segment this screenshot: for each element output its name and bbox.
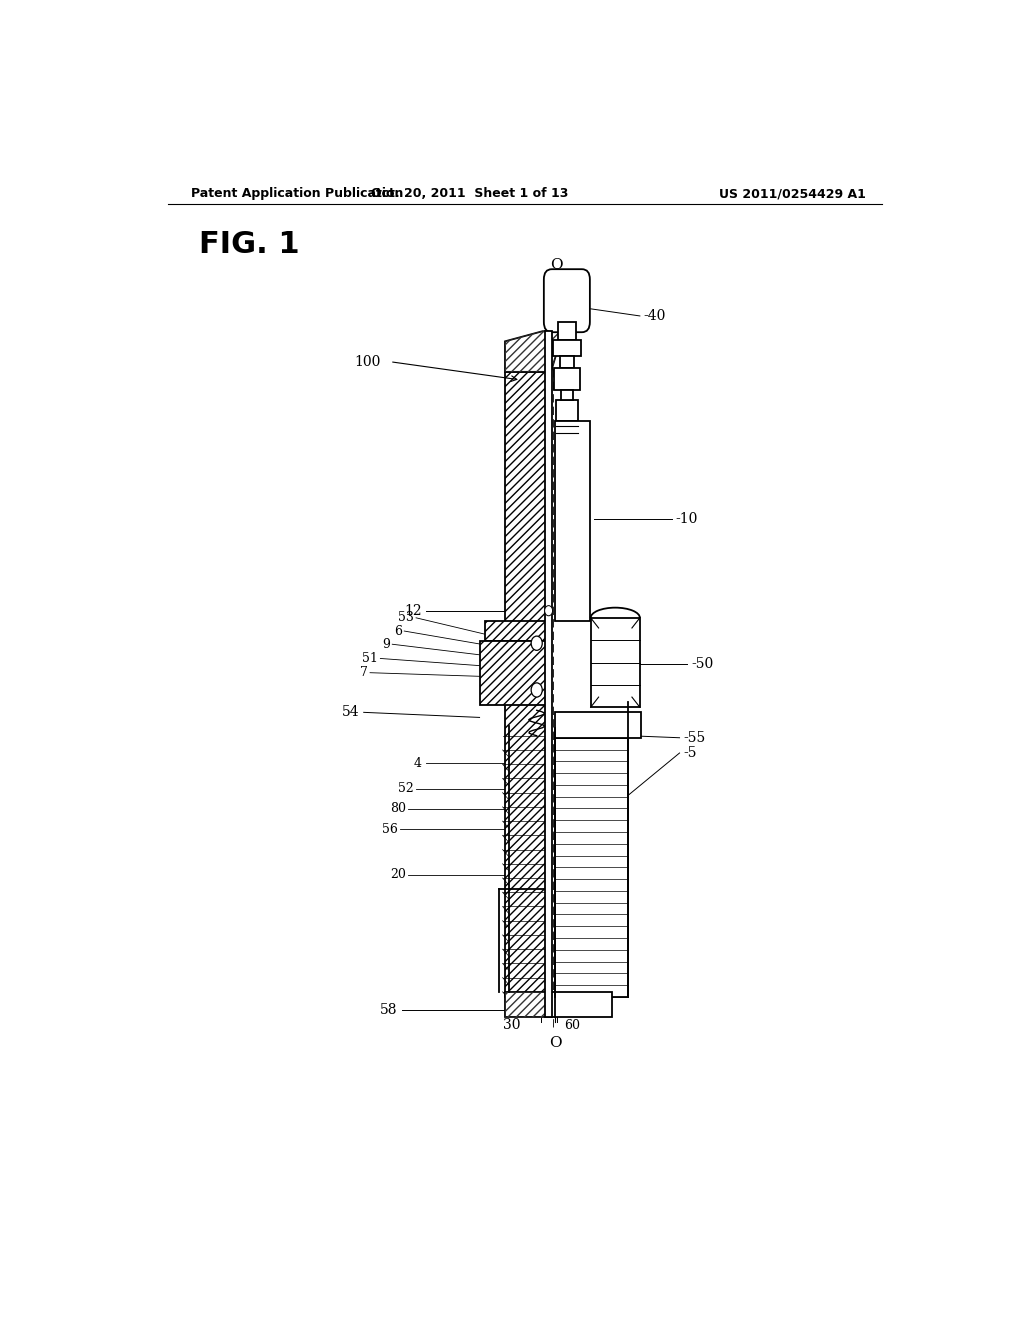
Bar bbox=[485, 620, 551, 642]
Bar bbox=[555, 713, 641, 738]
Text: 9: 9 bbox=[382, 638, 390, 651]
Bar bbox=[555, 421, 590, 620]
Text: 53: 53 bbox=[397, 611, 414, 624]
FancyBboxPatch shape bbox=[544, 269, 590, 333]
Circle shape bbox=[531, 682, 543, 697]
Bar bbox=[505, 991, 612, 1018]
Bar bbox=[554, 368, 580, 391]
Bar bbox=[555, 738, 628, 997]
Text: Patent Application Publication: Patent Application Publication bbox=[191, 187, 403, 201]
Bar bbox=[591, 618, 640, 708]
Text: Oct. 20, 2011  Sheet 1 of 13: Oct. 20, 2011 Sheet 1 of 13 bbox=[371, 187, 568, 201]
Bar bbox=[553, 341, 582, 355]
Circle shape bbox=[531, 636, 543, 651]
Bar bbox=[558, 322, 575, 341]
Bar bbox=[546, 331, 552, 1018]
Text: 100: 100 bbox=[354, 355, 381, 368]
Text: 12: 12 bbox=[404, 603, 422, 618]
Text: FIG. 1: FIG. 1 bbox=[200, 230, 300, 259]
Text: -40: -40 bbox=[644, 309, 667, 323]
Text: O: O bbox=[550, 259, 563, 272]
Text: 30: 30 bbox=[504, 1019, 521, 1032]
Text: 7: 7 bbox=[359, 667, 368, 680]
Text: 54: 54 bbox=[342, 705, 359, 719]
Text: O: O bbox=[549, 1036, 561, 1049]
Bar bbox=[560, 355, 574, 368]
Text: 6: 6 bbox=[394, 624, 401, 638]
Text: US 2011/0254429 A1: US 2011/0254429 A1 bbox=[719, 187, 866, 201]
Text: -55: -55 bbox=[684, 731, 706, 744]
Text: -5: -5 bbox=[684, 746, 697, 760]
Text: 4: 4 bbox=[414, 756, 422, 770]
Text: 58: 58 bbox=[380, 1003, 397, 1018]
Bar bbox=[560, 391, 573, 400]
Bar bbox=[505, 372, 551, 997]
Text: 60: 60 bbox=[564, 1019, 581, 1032]
Text: 51: 51 bbox=[362, 652, 378, 665]
Text: 80: 80 bbox=[390, 803, 406, 816]
Text: 20: 20 bbox=[390, 869, 406, 882]
Text: -10: -10 bbox=[676, 512, 698, 527]
Bar bbox=[505, 991, 551, 1018]
Bar bbox=[479, 642, 551, 705]
Text: -50: -50 bbox=[691, 656, 714, 671]
Text: 52: 52 bbox=[398, 781, 414, 795]
Bar bbox=[556, 400, 578, 421]
Circle shape bbox=[545, 606, 553, 615]
Polygon shape bbox=[505, 331, 560, 372]
Text: 56: 56 bbox=[382, 822, 397, 836]
